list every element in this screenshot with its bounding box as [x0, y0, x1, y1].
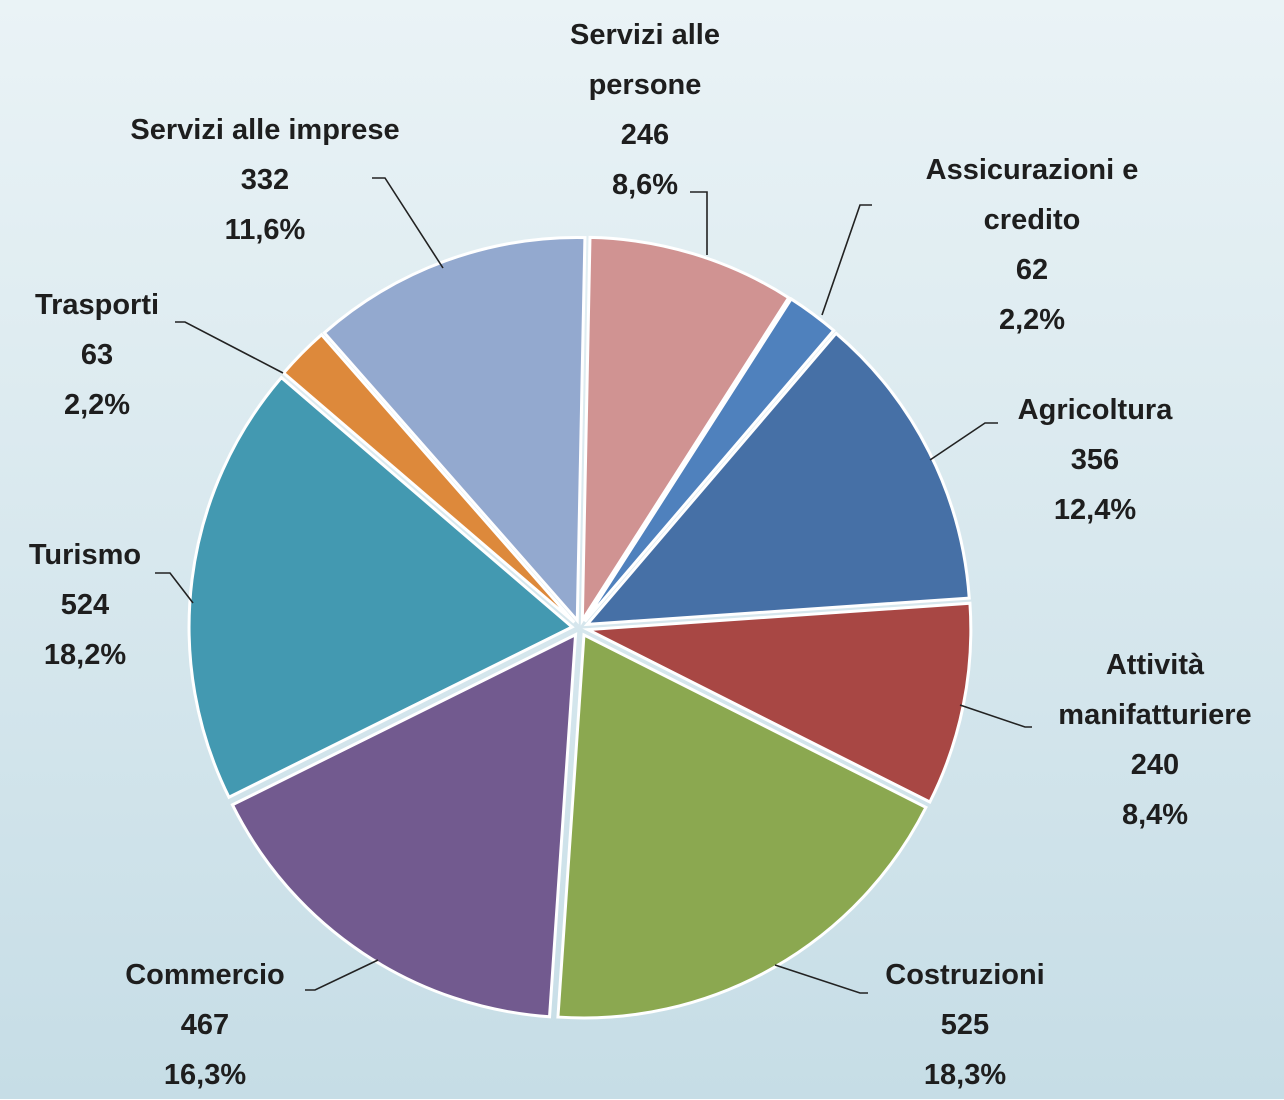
pie-slice [556, 632, 928, 1020]
leader-line [372, 177, 444, 269]
data-label: Trasporti 63 2,2% [12, 280, 182, 430]
pie-slice [187, 375, 575, 800]
pie-slice [583, 331, 971, 627]
label-percent: 16,3% [163, 1059, 247, 1091]
label-percent: 18,3% [923, 1059, 1007, 1091]
label-percent: 18,2% [43, 639, 127, 671]
data-label: Turismo 524 18,2% [0, 530, 170, 680]
leader-line [690, 191, 708, 255]
data-label: Assicurazioni e credito 62 2,2% [897, 145, 1167, 345]
leader-line [305, 959, 379, 991]
label-value: 356 [1070, 444, 1120, 476]
data-label: Servizi alle persone 246 8,6% [535, 10, 755, 210]
label-name: Servizi alle persone [570, 19, 720, 101]
label-value: 524 [60, 589, 110, 621]
label-value: 525 [940, 1009, 990, 1041]
pie-slice [580, 235, 791, 626]
data-label: Agricoltura 356 12,4% [985, 385, 1205, 535]
pie-slice [583, 296, 836, 623]
label-value: 62 [1015, 254, 1049, 286]
label-name: Servizi alle imprese [130, 114, 400, 146]
pie-slice [230, 632, 578, 1019]
label-name: Trasporti [34, 289, 160, 321]
leader-line [175, 321, 284, 374]
label-value: 467 [180, 1009, 230, 1041]
label-percent: 8,4% [1121, 799, 1189, 831]
label-percent: 2,2% [63, 389, 131, 421]
data-label: Servizi alle imprese 332 11,6% [95, 105, 435, 255]
label-percent: 11,6% [224, 214, 306, 246]
label-value: 332 [240, 164, 290, 196]
data-label: Attività manifatturiere 240 8,4% [1020, 640, 1284, 840]
label-value: 246 [620, 119, 670, 151]
leader-line [821, 204, 872, 316]
label-percent: 12,4% [1053, 494, 1137, 526]
label-name: Turismo [28, 539, 142, 571]
label-percent: 8,6% [611, 169, 679, 201]
leader-line [155, 572, 194, 604]
data-label: Costruzioni 525 18,3% [850, 950, 1080, 1100]
leader-line [929, 422, 998, 461]
pie-slice [322, 236, 587, 625]
label-name: Commercio [125, 959, 285, 991]
leader-line [774, 964, 868, 994]
label-percent: 2,2% [998, 304, 1066, 336]
leader-line [959, 704, 1032, 728]
label-value: 240 [1130, 749, 1180, 781]
label-name: Agricoltura [1017, 394, 1173, 426]
label-name: Attività manifatturiere [1058, 649, 1252, 731]
data-label: Commercio 467 16,3% [95, 950, 315, 1100]
pie-slice [281, 332, 576, 624]
label-name: Costruzioni [885, 959, 1045, 991]
label-value: 63 [80, 339, 114, 371]
label-name: Assicurazioni e credito [925, 154, 1139, 236]
